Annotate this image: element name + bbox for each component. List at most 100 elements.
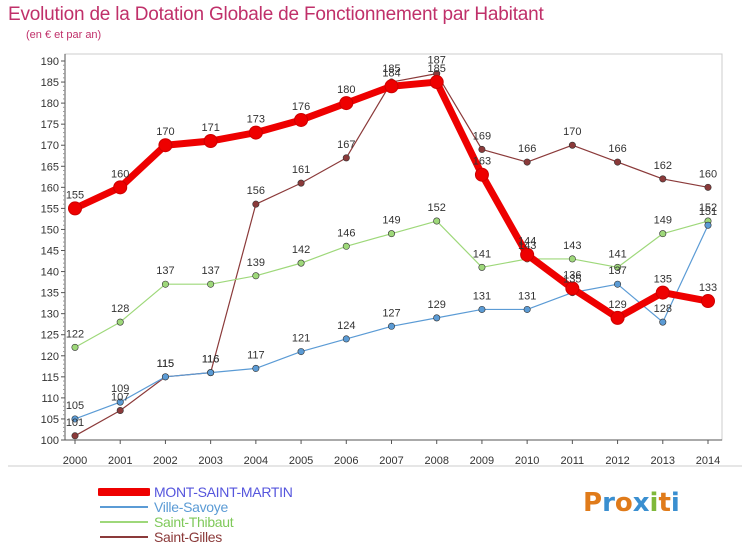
data-point-saint-gilles [704,183,712,191]
data-point-saint-thibaut [71,343,79,351]
legend-item-ville-savoye: Ville-Savoye [98,500,293,515]
x-tick-label: 2005 [289,455,313,467]
data-point-mont-saint-martin [384,79,399,94]
data-label-saint-thibaut: 149 [382,215,400,227]
y-tick-label: 140 [41,267,59,279]
data-label-saint-gilles: 167 [337,139,355,151]
data-label-saint-thibaut: 143 [518,240,536,252]
data-point-saint-thibaut [568,255,576,263]
data-point-saint-thibaut [478,263,486,271]
data-point-mont-saint-martin [520,247,535,262]
y-tick-label: 115 [41,372,59,384]
data-point-mont-saint-martin [248,125,263,140]
data-label-saint-thibaut: 122 [66,328,84,340]
data-point-ville-savoye [478,305,486,313]
y-tick-label: 190 [41,56,59,68]
legend-label-mont-saint-martin: MONT-SAINT-MARTIN [154,484,293,500]
logo-letter: P [583,488,603,518]
data-point-mont-saint-martin [294,112,309,127]
chart-legend: MONT-SAINT-MARTIN Ville-Savoye Saint-Thi… [98,485,293,545]
data-label-ville-savoye: 124 [337,320,355,332]
data-point-mont-saint-martin [474,167,489,182]
data-point-saint-thibaut [161,280,169,288]
data-label-saint-thibaut: 146 [337,227,355,239]
x-tick-label: 2007 [379,455,403,467]
data-point-ville-savoye [387,322,395,330]
data-label-mont-saint-martin: 170 [156,126,174,138]
logo-letter: i [670,488,680,518]
x-tick-label: 2002 [153,455,177,467]
data-point-saint-thibaut [342,242,350,250]
data-point-saint-thibaut [116,318,124,326]
y-tick-label: 180 [41,98,59,110]
data-point-saint-gilles [342,154,350,162]
proxiti-logo: Proxiti [583,488,680,518]
data-point-saint-gilles [478,145,486,153]
data-label-saint-gilles: 166 [608,143,626,155]
y-tick-label: 155 [41,203,59,215]
data-label-mont-saint-martin: 176 [292,101,310,113]
data-point-saint-gilles [116,407,124,415]
legend-label-saint-gilles: Saint-Gilles [154,529,222,545]
data-label-ville-savoye: 137 [608,265,626,277]
data-point-ville-savoye [614,280,622,288]
data-point-saint-thibaut [433,217,441,225]
data-label-mont-saint-martin: 136 [563,269,581,281]
x-tick-label: 2009 [470,455,494,467]
data-point-mont-saint-martin [68,201,82,216]
data-label-saint-thibaut: 141 [473,248,491,260]
data-label-saint-gilles: 101 [66,417,84,429]
y-tick-label: 100 [41,435,59,447]
data-label-saint-gilles: 169 [473,130,491,142]
data-label-saint-thibaut: 139 [247,257,265,269]
x-tick-label: 2004 [244,455,268,467]
legend-label-saint-thibaut: Saint-Thibaut [154,514,234,530]
y-tick-label: 110 [41,393,59,405]
x-tick-label: 2012 [605,455,629,467]
data-label-saint-thibaut: 149 [654,215,672,227]
data-label-ville-savoye: 135 [563,274,581,286]
x-tick-label: 2008 [424,455,448,467]
data-point-mont-saint-martin [158,138,173,153]
data-point-saint-gilles [659,175,667,183]
chart-title: Evolution de la Dotation Globale de Fonc… [8,4,544,25]
data-label-ville-savoye: 116 [202,354,220,366]
data-point-ville-savoye [116,398,124,406]
logo-letter: i [649,488,659,518]
data-point-ville-savoye [252,364,260,372]
data-label-mont-saint-martin: 180 [337,84,355,96]
y-tick-label: 130 [41,309,59,321]
y-tick-label: 120 [41,351,59,363]
data-point-saint-gilles [252,200,260,208]
data-label-ville-savoye: 117 [247,349,265,361]
data-label-saint-thibaut: 143 [563,240,581,252]
plot-area [64,53,723,441]
data-label-mont-saint-martin: 184 [382,67,400,79]
data-point-mont-saint-martin [339,96,354,111]
data-point-ville-savoye [659,318,667,326]
data-label-saint-thibaut: 141 [608,248,626,260]
legend-item-saint-thibaut: Saint-Thibaut [98,515,293,530]
data-label-mont-saint-martin: 163 [473,156,491,168]
data-point-saint-thibaut [207,280,215,288]
y-tick-label: 105 [41,414,59,426]
data-label-saint-thibaut: 137 [156,265,174,277]
data-label-saint-gilles: 156 [247,185,265,197]
x-tick-label: 2011 [561,455,585,467]
data-label-mont-saint-martin: 155 [66,189,84,201]
data-label-ville-savoye: 115 [157,358,175,370]
data-point-mont-saint-martin [610,310,625,325]
data-label-mont-saint-martin: 129 [608,299,626,311]
y-tick-label: 145 [41,246,59,258]
y-tick-label: 150 [41,224,59,236]
x-tick-label: 2001 [108,455,132,467]
data-label-mont-saint-martin: 144 [518,236,536,248]
data-point-saint-gilles [568,141,576,149]
data-label-mont-saint-martin: 160 [111,168,129,180]
data-point-mont-saint-martin [701,294,715,309]
data-label-mont-saint-martin: 173 [247,114,265,126]
data-label-saint-gilles: 115 [157,358,175,370]
data-label-saint-gilles: 166 [518,143,536,155]
data-label-ville-savoye: 109 [111,383,129,395]
